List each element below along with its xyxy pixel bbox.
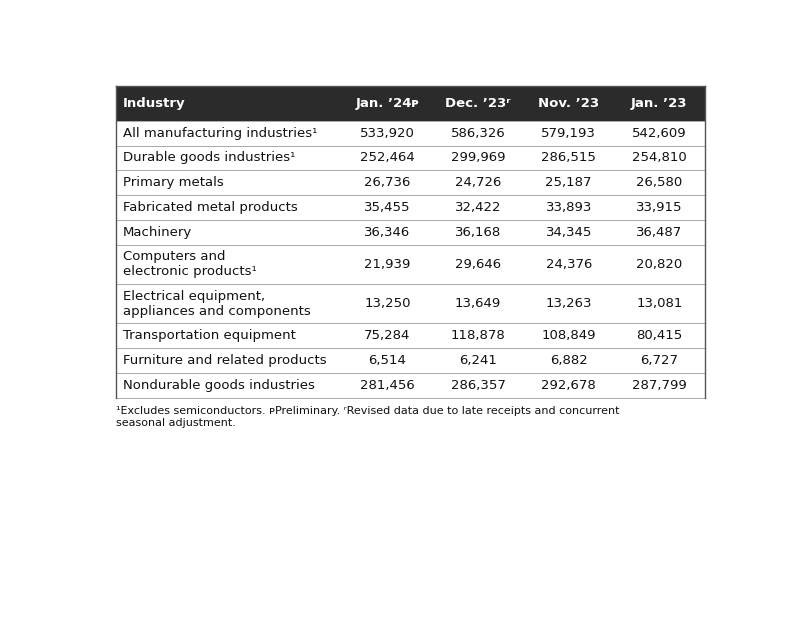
Text: Primary metals: Primary metals [123, 176, 224, 189]
Text: 29,646: 29,646 [455, 258, 502, 271]
Text: 35,455: 35,455 [364, 201, 411, 214]
Text: 75,284: 75,284 [364, 329, 410, 342]
Text: 24,376: 24,376 [546, 258, 592, 271]
Text: Fabricated metal products: Fabricated metal products [123, 201, 298, 214]
Bar [115, 220, 705, 245]
Bar [115, 373, 705, 397]
Text: Computers and
electronic products¹: Computers and electronic products¹ [123, 250, 257, 278]
Text: 6,514: 6,514 [369, 354, 406, 367]
Text: Furniture and related products: Furniture and related products [123, 354, 326, 367]
Text: 533,920: 533,920 [360, 126, 415, 140]
Text: 6,882: 6,882 [550, 354, 588, 367]
Text: Nov. ’23: Nov. ’23 [538, 97, 599, 110]
Bar [115, 284, 705, 323]
Text: 33,915: 33,915 [636, 201, 682, 214]
Text: Jan. ’24ᴘ: Jan. ’24ᴘ [356, 97, 419, 110]
Text: Jan. ’23: Jan. ’23 [631, 97, 687, 110]
Text: 286,515: 286,515 [542, 151, 596, 164]
Text: 21,939: 21,939 [364, 258, 410, 271]
Bar [115, 146, 705, 170]
Text: 254,810: 254,810 [632, 151, 686, 164]
Text: 299,969: 299,969 [451, 151, 506, 164]
Text: 6,241: 6,241 [459, 354, 497, 367]
Bar [115, 195, 705, 220]
Text: 80,415: 80,415 [636, 329, 682, 342]
Bar [115, 348, 705, 373]
Bar [115, 245, 705, 284]
Text: 118,878: 118,878 [450, 329, 506, 342]
Text: 13,649: 13,649 [455, 297, 502, 310]
Text: 281,456: 281,456 [360, 379, 415, 392]
Text: 13,263: 13,263 [546, 297, 592, 310]
Text: Electrical equipment,
appliances and components: Electrical equipment, appliances and com… [123, 290, 310, 317]
Bar [115, 121, 705, 146]
Text: 36,487: 36,487 [636, 226, 682, 239]
Text: 34,345: 34,345 [546, 226, 592, 239]
Text: 292,678: 292,678 [542, 379, 596, 392]
Text: 108,849: 108,849 [542, 329, 596, 342]
Text: 36,168: 36,168 [455, 226, 502, 239]
Text: Industry: Industry [123, 97, 186, 110]
Text: 286,357: 286,357 [450, 379, 506, 392]
Text: Machinery: Machinery [123, 226, 192, 239]
Text: 36,346: 36,346 [365, 226, 410, 239]
Text: 33,893: 33,893 [546, 201, 592, 214]
Text: 32,422: 32,422 [455, 201, 502, 214]
Text: All manufacturing industries¹: All manufacturing industries¹ [123, 126, 318, 140]
Text: 579,193: 579,193 [542, 126, 596, 140]
Text: 24,726: 24,726 [455, 176, 502, 189]
Text: 542,609: 542,609 [632, 126, 686, 140]
Text: 287,799: 287,799 [632, 379, 686, 392]
Text: 26,580: 26,580 [636, 176, 682, 189]
Text: 6,727: 6,727 [640, 354, 678, 367]
Text: 26,736: 26,736 [364, 176, 410, 189]
Text: Nondurable goods industries: Nondurable goods industries [123, 379, 315, 392]
Text: 13,250: 13,250 [364, 297, 411, 310]
Text: 20,820: 20,820 [636, 258, 682, 271]
Text: ¹Excludes semiconductors. ᴘPreliminary. ʳRevised data due to late receipts and c: ¹Excludes semiconductors. ᴘPreliminary. … [115, 406, 619, 428]
Text: 252,464: 252,464 [360, 151, 415, 164]
Text: Transportation equipment: Transportation equipment [123, 329, 296, 342]
Text: 586,326: 586,326 [450, 126, 506, 140]
Text: 25,187: 25,187 [546, 176, 592, 189]
Bar [115, 86, 705, 121]
Text: Dec. ’23ʳ: Dec. ’23ʳ [446, 97, 511, 110]
Bar [115, 323, 705, 348]
Bar [115, 170, 705, 195]
Text: 13,081: 13,081 [636, 297, 682, 310]
Text: Durable goods industries¹: Durable goods industries¹ [123, 151, 295, 164]
